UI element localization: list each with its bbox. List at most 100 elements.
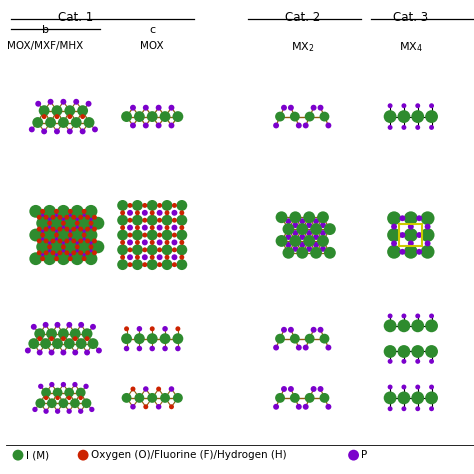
Circle shape <box>71 228 83 241</box>
Circle shape <box>130 404 136 410</box>
Circle shape <box>273 122 279 128</box>
Circle shape <box>78 227 83 232</box>
Circle shape <box>67 128 73 134</box>
Circle shape <box>58 398 68 408</box>
Circle shape <box>57 238 63 244</box>
Circle shape <box>132 215 143 226</box>
Circle shape <box>429 313 434 319</box>
Text: c: c <box>149 25 155 35</box>
Circle shape <box>401 384 406 390</box>
Circle shape <box>117 200 128 211</box>
Circle shape <box>142 239 148 246</box>
Circle shape <box>88 248 94 254</box>
Circle shape <box>46 224 53 230</box>
Circle shape <box>326 345 331 350</box>
Circle shape <box>157 225 163 230</box>
Circle shape <box>401 359 406 364</box>
Circle shape <box>60 240 66 246</box>
Circle shape <box>147 259 158 270</box>
Circle shape <box>285 218 292 224</box>
Circle shape <box>290 393 300 403</box>
Circle shape <box>40 256 45 261</box>
Circle shape <box>92 238 97 244</box>
Circle shape <box>326 404 331 410</box>
Circle shape <box>285 234 292 240</box>
Circle shape <box>142 233 147 237</box>
Circle shape <box>41 128 47 134</box>
Circle shape <box>135 225 140 230</box>
Circle shape <box>36 398 45 408</box>
Circle shape <box>173 111 183 122</box>
Circle shape <box>64 388 74 397</box>
Circle shape <box>40 233 45 237</box>
Circle shape <box>296 404 302 410</box>
Circle shape <box>296 247 308 259</box>
Circle shape <box>411 110 424 123</box>
Circle shape <box>77 105 88 116</box>
Circle shape <box>70 398 80 408</box>
Circle shape <box>52 105 63 116</box>
Circle shape <box>400 249 405 255</box>
Circle shape <box>176 259 187 270</box>
Circle shape <box>37 250 42 255</box>
Circle shape <box>71 117 82 128</box>
Circle shape <box>173 393 183 403</box>
Circle shape <box>319 112 329 121</box>
Circle shape <box>162 259 173 270</box>
Circle shape <box>76 388 86 397</box>
Circle shape <box>320 230 326 236</box>
Circle shape <box>150 210 155 215</box>
Circle shape <box>66 409 72 414</box>
Circle shape <box>303 235 315 247</box>
Circle shape <box>388 359 392 364</box>
Circle shape <box>164 240 170 245</box>
Circle shape <box>57 250 63 255</box>
Text: Cat. 3: Cat. 3 <box>393 11 428 24</box>
Circle shape <box>60 224 66 230</box>
Circle shape <box>130 386 136 392</box>
Circle shape <box>57 252 70 265</box>
Circle shape <box>128 203 132 208</box>
Circle shape <box>415 384 420 390</box>
Circle shape <box>71 238 76 244</box>
Circle shape <box>75 245 80 249</box>
Circle shape <box>46 328 57 339</box>
Text: l (M): l (M) <box>26 450 49 460</box>
Circle shape <box>415 103 420 108</box>
Circle shape <box>76 338 87 349</box>
Circle shape <box>290 334 300 344</box>
Circle shape <box>155 105 162 110</box>
Circle shape <box>320 222 326 228</box>
Circle shape <box>37 238 42 244</box>
Circle shape <box>58 117 69 128</box>
Circle shape <box>43 205 56 218</box>
Circle shape <box>164 225 170 230</box>
Circle shape <box>142 218 147 223</box>
Circle shape <box>305 393 315 403</box>
Circle shape <box>143 105 149 110</box>
Circle shape <box>429 359 434 364</box>
Circle shape <box>142 210 148 216</box>
Circle shape <box>72 382 78 387</box>
Circle shape <box>81 212 87 218</box>
Circle shape <box>64 215 69 220</box>
Circle shape <box>299 234 305 240</box>
Circle shape <box>160 393 170 403</box>
Circle shape <box>71 205 83 218</box>
Circle shape <box>84 349 90 356</box>
Text: b: b <box>42 25 49 35</box>
Circle shape <box>305 334 315 344</box>
Circle shape <box>288 105 294 110</box>
Circle shape <box>176 215 187 226</box>
Circle shape <box>172 239 177 246</box>
Circle shape <box>179 225 184 230</box>
Circle shape <box>85 252 98 265</box>
Circle shape <box>74 216 80 222</box>
Circle shape <box>64 227 69 232</box>
Circle shape <box>275 393 285 403</box>
Circle shape <box>416 215 422 221</box>
Circle shape <box>34 328 45 339</box>
Circle shape <box>401 406 406 411</box>
Circle shape <box>83 117 94 128</box>
Circle shape <box>47 245 52 249</box>
